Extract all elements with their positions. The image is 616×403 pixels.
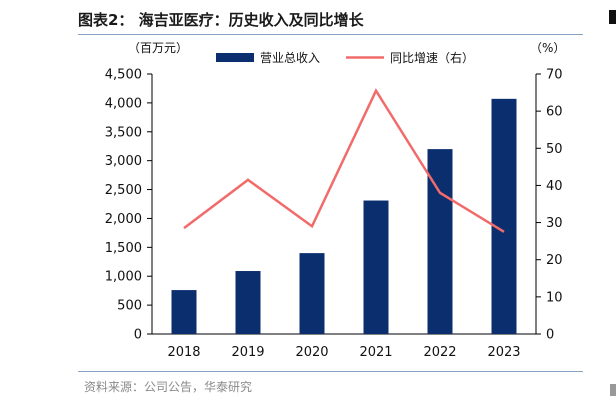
left-tick-label: 1,000 [105, 270, 142, 285]
legend-bar-swatch [216, 53, 254, 62]
right-tick-label: 30 [546, 216, 563, 231]
left-tick-label: 500 [117, 299, 142, 314]
x-tick-label: 2020 [295, 345, 328, 360]
right-tick-label: 60 [546, 105, 563, 120]
adjacent-figure-edge-lower [610, 384, 616, 396]
right-tick-label: 20 [546, 253, 563, 268]
bar-series [171, 98, 517, 334]
top-rule [78, 34, 583, 35]
left-axis-unit: （百万元） [128, 41, 188, 55]
revenue-bar [299, 253, 325, 334]
revenue-bar [363, 200, 389, 334]
left-tick-label: 0 [134, 328, 142, 343]
x-tick-label: 2018 [167, 345, 200, 360]
axes: 05001,0001,5002,0002,5003,0003,5004,0004… [105, 41, 566, 360]
left-tick-label: 3,500 [105, 125, 142, 140]
growth-line [183, 88, 505, 233]
revenue-bar [491, 98, 517, 334]
legend: 营业总收入 同比增速（右） [216, 50, 474, 65]
left-tick-label: 2,000 [105, 212, 142, 227]
left-tick-label: 3,000 [105, 154, 142, 169]
right-tick-label: 10 [546, 290, 563, 305]
figure-title: 图表2： 海吉亚医疗：历史收入及同比增长 [78, 11, 364, 29]
adjacent-figure-edge [609, 10, 616, 24]
x-tick-label: 2021 [359, 345, 392, 360]
x-tick-label: 2022 [423, 345, 456, 360]
right-tick-label: 50 [546, 142, 563, 157]
right-tick-label: 70 [546, 68, 563, 83]
left-tick-label: 2,500 [105, 183, 142, 198]
right-axis-unit: （%） [530, 41, 565, 55]
x-tick-label: 2019 [231, 345, 264, 360]
revenue-bar [171, 290, 197, 334]
legend-bar-label: 营业总收入 [260, 51, 320, 65]
left-tick-label: 4,500 [105, 68, 142, 83]
revenue-bar [235, 271, 261, 334]
x-tick-label: 2023 [487, 345, 520, 360]
line-series [183, 88, 505, 233]
left-tick-label: 4,000 [105, 96, 142, 111]
source-note: 资料来源：公司公告，华泰研究 [84, 380, 253, 394]
legend-line-label: 同比增速（右） [390, 50, 474, 65]
bottom-rule [78, 371, 583, 372]
right-tick-label: 0 [546, 328, 554, 343]
left-tick-label: 1,500 [105, 241, 142, 256]
right-tick-label: 40 [546, 179, 563, 194]
